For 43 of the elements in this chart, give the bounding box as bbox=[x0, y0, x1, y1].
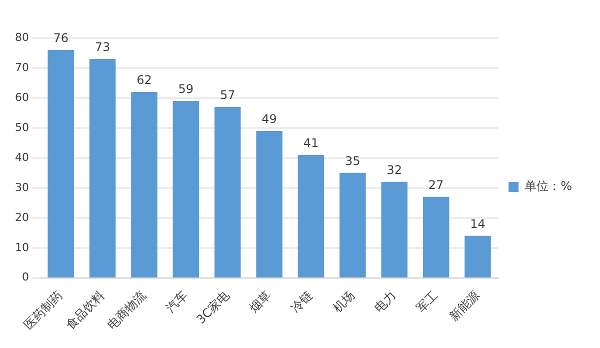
data-label: 73 bbox=[94, 40, 110, 54]
y-tick-label: 60 bbox=[14, 90, 29, 104]
data-label: 35 bbox=[345, 154, 360, 168]
bar bbox=[172, 100, 200, 278]
x-tick-label: 烟草 bbox=[246, 288, 274, 316]
x-tick-label: 食品饮料 bbox=[63, 288, 107, 332]
bar bbox=[422, 196, 450, 278]
data-label: 41 bbox=[303, 136, 319, 150]
bar bbox=[298, 154, 324, 278]
y-tick-label: 80 bbox=[14, 30, 29, 44]
data-label: 57 bbox=[220, 88, 236, 102]
x-tick-label: 机场 bbox=[330, 288, 358, 316]
bar bbox=[381, 182, 408, 278]
x-tick-label: 汽车 bbox=[163, 288, 190, 316]
y-tick-label: 30 bbox=[14, 180, 29, 194]
bar bbox=[214, 106, 241, 278]
bar bbox=[256, 130, 282, 278]
data-label: 49 bbox=[262, 112, 277, 126]
bar bbox=[340, 172, 366, 278]
y-tick-label: 70 bbox=[14, 60, 29, 74]
y-tick-label: 40 bbox=[14, 150, 29, 164]
x-tick-label: 3C家电 bbox=[194, 288, 232, 327]
y-tick-label: 20 bbox=[14, 210, 29, 224]
data-label: 76 bbox=[53, 31, 68, 46]
x-tick-label: 医药制药 bbox=[21, 288, 66, 332]
bar bbox=[464, 236, 491, 278]
x-tick-label: 电商物流 bbox=[104, 288, 149, 332]
x-tick-label: 新能源 bbox=[446, 288, 482, 324]
x-tick-label: 电力 bbox=[372, 288, 399, 316]
x-tick-label: 军工 bbox=[414, 288, 440, 316]
legend-label: 单位：% bbox=[524, 179, 572, 194]
y-tick-label: 0 bbox=[22, 270, 29, 284]
data-label: 59 bbox=[178, 82, 194, 96]
data-label: 27 bbox=[428, 178, 444, 192]
bar bbox=[89, 58, 116, 278]
data-label: 14 bbox=[470, 217, 486, 232]
data-label: 62 bbox=[136, 73, 152, 88]
bar bbox=[131, 92, 158, 278]
x-tick-label: 冷链 bbox=[288, 288, 316, 316]
data-label: 32 bbox=[386, 163, 402, 178]
bar bbox=[48, 50, 74, 278]
y-tick-label: 10 bbox=[14, 240, 29, 254]
y-tick-label: 50 bbox=[14, 120, 29, 134]
